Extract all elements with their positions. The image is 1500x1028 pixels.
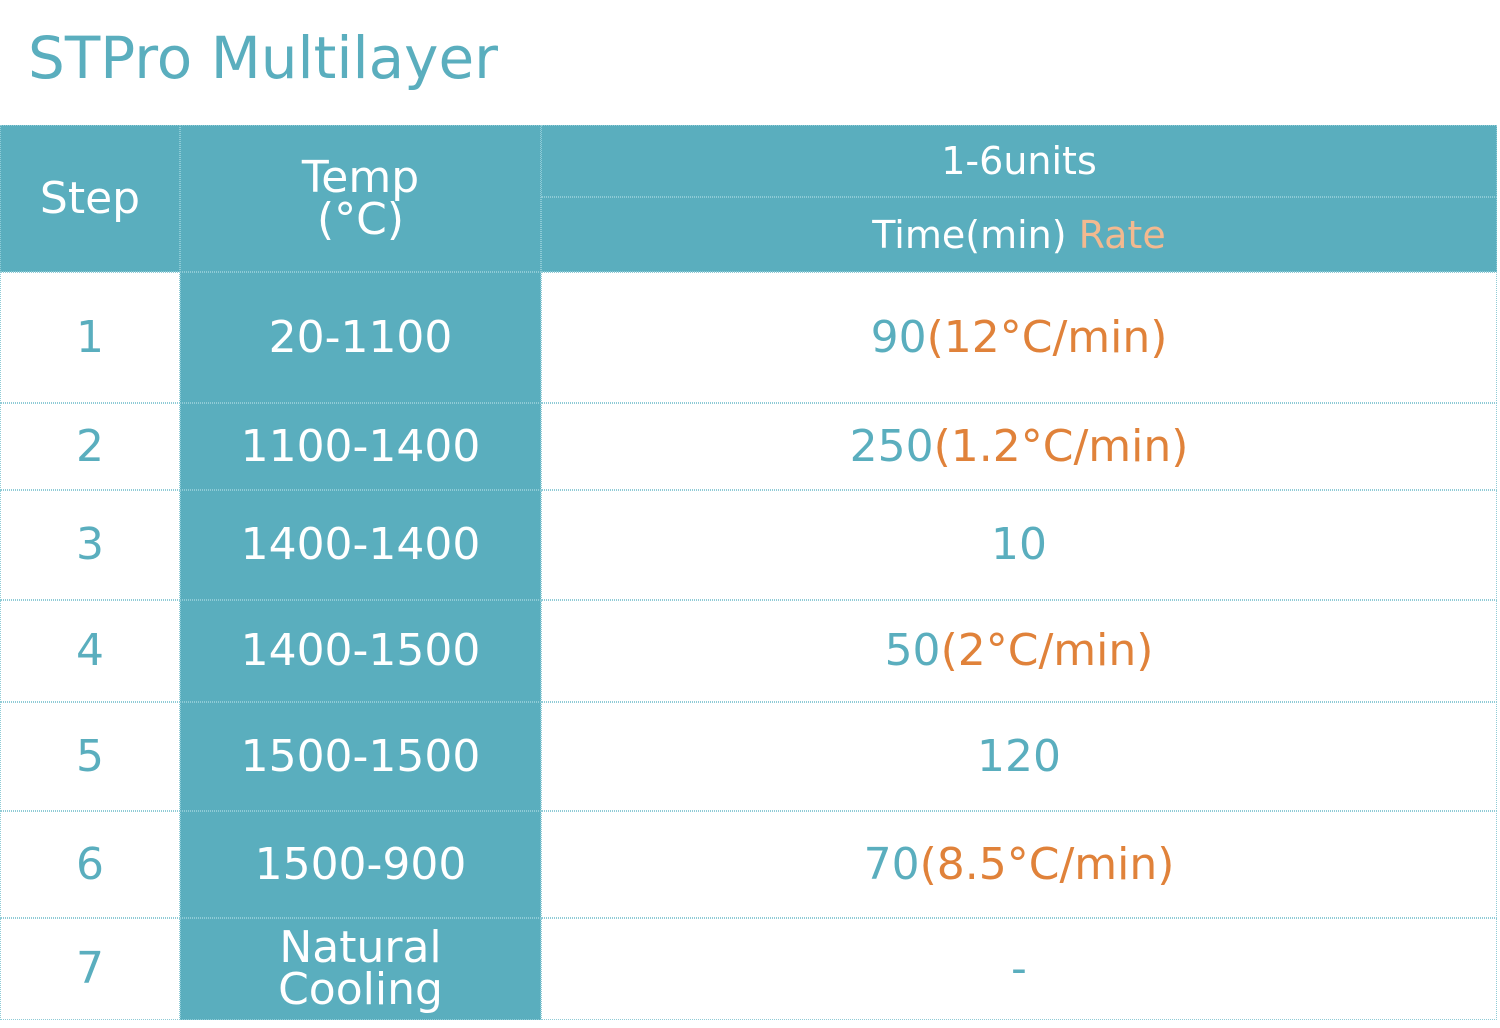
step: 7 <box>76 943 104 994</box>
temp-cell: 1500-900 <box>180 811 541 918</box>
header-cell: Step <box>0 125 180 272</box>
step: 6 <box>76 838 104 890</box>
time-cell: 10 <box>541 490 1497 600</box>
header-step: Step <box>39 172 141 224</box>
temp-cell: Natural Cooling <box>180 918 541 1020</box>
step-cell: 3 <box>0 490 180 600</box>
time-cell: 70 (8.5°C/min) <box>541 811 1497 918</box>
temp-cell: 1400-1400 <box>180 490 541 600</box>
step-cell: 6 <box>0 811 180 918</box>
step-cell: 1 <box>0 272 180 403</box>
rate: (2°C/min) <box>940 625 1154 676</box>
header-temp: Temp <box>301 151 420 203</box>
step: 5 <box>76 730 104 782</box>
step-cell: 7 <box>0 918 180 1020</box>
temp: Natural <box>279 922 442 973</box>
step: 4 <box>76 625 104 676</box>
step-cell: 5 <box>0 702 180 811</box>
rate: (1.2°C/min) <box>933 420 1189 472</box>
temp: 1500-1500 <box>240 730 481 782</box>
time-cell: - <box>541 918 1497 1020</box>
step: 2 <box>76 420 104 472</box>
temp: 1500-900 <box>254 838 467 890</box>
time: 250 <box>849 420 934 472</box>
temp: 1400-1500 <box>240 625 481 676</box>
header-rate: Rate <box>1078 212 1166 257</box>
time: 10 <box>991 519 1047 570</box>
temp-cell: 20-1100 <box>180 272 541 403</box>
header-cell: 1-6units <box>541 125 1497 197</box>
time: 120 <box>977 730 1061 782</box>
header-temp: (°C) <box>316 193 405 245</box>
time-cell: 90 (12°C/min) <box>541 272 1497 403</box>
header-group: 1-6units <box>941 139 1097 183</box>
temp: 20-1100 <box>268 311 453 363</box>
time: 70 <box>863 838 920 890</box>
temp: 1400-1400 <box>240 519 481 570</box>
header-cell: Time(min) Rate <box>541 197 1497 272</box>
rate: (8.5°C/min) <box>919 838 1175 890</box>
step-cell: 4 <box>0 600 180 702</box>
time-cell: 250 (1.2°C/min) <box>541 403 1497 490</box>
title: STPro Multilayer <box>28 24 498 92</box>
time: 50 <box>884 625 941 676</box>
time: 90 <box>870 311 927 363</box>
time: - <box>1011 943 1027 994</box>
temp-cell: 1100-1400 <box>180 403 541 490</box>
step-cell: 2 <box>0 403 180 490</box>
temp: Cooling <box>278 964 443 1015</box>
rate: (12°C/min) <box>926 311 1168 363</box>
header-cell: Temp (°C) <box>180 125 541 272</box>
temp-cell: 1500-1500 <box>180 702 541 811</box>
temp: 1100-1400 <box>240 420 481 472</box>
time-cell: 50 (2°C/min) <box>541 600 1497 702</box>
step: 3 <box>76 519 104 570</box>
temp-cell: 1400-1500 <box>180 600 541 702</box>
step: 1 <box>76 311 104 363</box>
time-cell: 120 <box>541 702 1497 811</box>
header-time: Time(min) <box>872 212 1067 257</box>
